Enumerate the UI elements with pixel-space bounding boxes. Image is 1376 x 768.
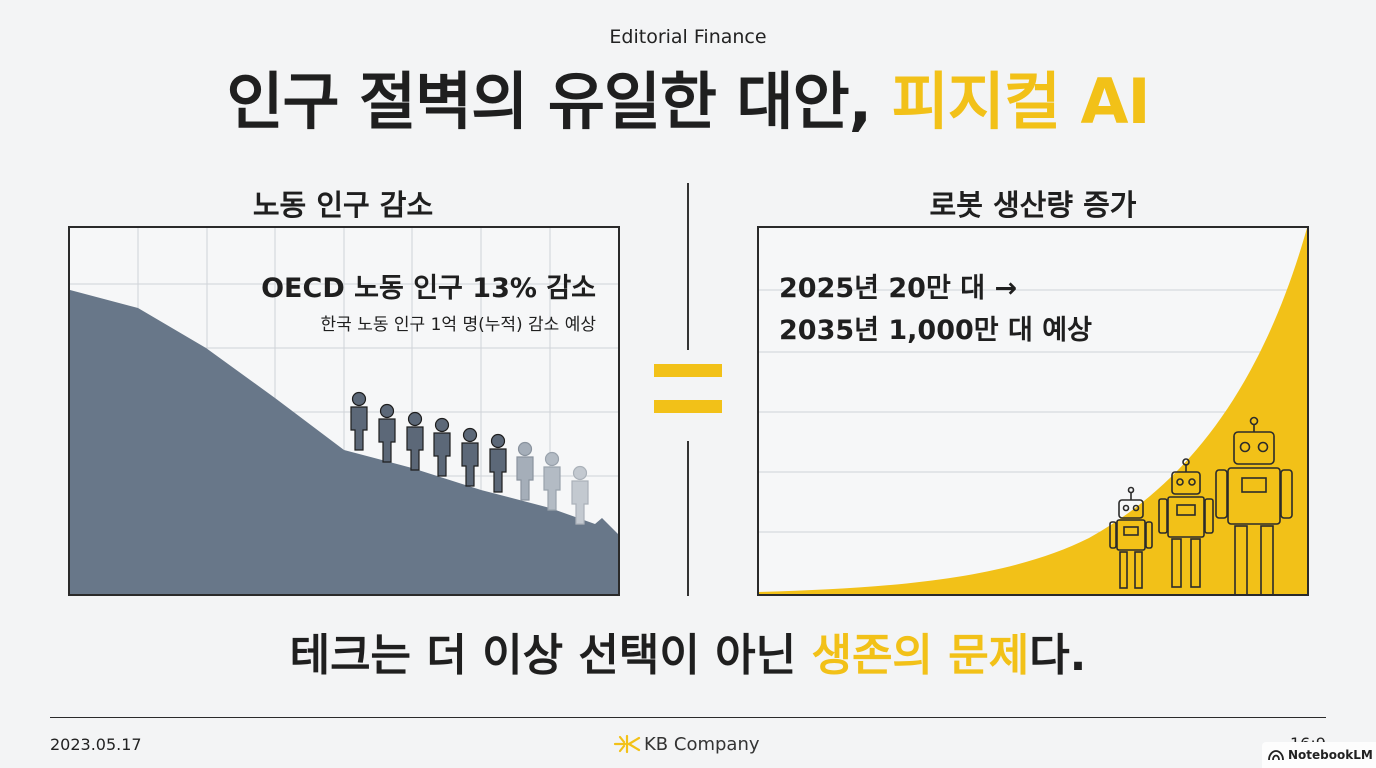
robot-growth-chart: 2025년 20만 대 → 2035년 1,000만 대 예상 (757, 226, 1309, 596)
person-icon (489, 433, 507, 493)
footer-brand: KB Company (612, 731, 760, 757)
footer-brand-label: KB Company (644, 733, 760, 755)
page-title: 인구 절벽의 유일한 대안, 피지컬 AI (0, 62, 1376, 142)
equals-icon (654, 364, 722, 414)
kicker: Editorial Finance (609, 26, 767, 48)
footer-divider (50, 717, 1326, 718)
right-panel-line2: 2035년 1,000만 대 예상 (779, 315, 1092, 346)
kb-star-icon (613, 734, 641, 754)
bottom-statement: 테크는 더 이상 선택이 아닌 생존의 문제다. (0, 628, 1376, 684)
left-panel-headline: OECD 노동 인구 13% 감소 (261, 273, 596, 304)
labor-decline-chart: OECD 노동 인구 13% 감소 한국 노동 인구 1억 명(누적) 감소 예… (68, 226, 620, 596)
person-icon (350, 391, 368, 451)
person-icon (571, 465, 589, 525)
declining-area (70, 290, 618, 594)
notebooklm-badge: NotebookLM (1262, 742, 1376, 768)
left-panel-subtext: 한국 노동 인구 1억 명(누적) 감소 예상 (320, 315, 596, 335)
robot-icon (1215, 416, 1293, 594)
person-icon (406, 411, 424, 471)
title-accent: 피지컬 AI (891, 65, 1151, 138)
watermark-label: NotebookLM (1288, 748, 1373, 762)
robot-icon (1109, 486, 1153, 589)
robot-icons (1109, 416, 1293, 594)
statement-end: 다. (1029, 630, 1087, 681)
person-icon (543, 451, 561, 511)
right-panel-title: 로봇 생산량 증가 (929, 188, 1137, 222)
person-icon (378, 403, 396, 463)
robot-icon (1158, 458, 1214, 588)
divider-top (687, 183, 689, 350)
person-icon (461, 427, 479, 487)
growth-area (759, 228, 1307, 594)
left-panel-title: 노동 인구 감소 (252, 188, 434, 222)
statement-accent: 생존의 문제 (811, 630, 1030, 681)
person-icons (350, 391, 589, 525)
title-main: 인구 절벽의 유일한 대안, (226, 65, 892, 138)
divider-bottom (687, 441, 689, 596)
notebooklm-icon (1268, 750, 1284, 761)
statement-main: 테크는 더 이상 선택이 아닌 (289, 630, 812, 681)
right-panel-line1: 2025년 20만 대 → (779, 273, 1018, 304)
person-icon (433, 417, 451, 477)
person-icon (516, 441, 534, 501)
footer-date: 2023.05.17 (50, 735, 142, 754)
